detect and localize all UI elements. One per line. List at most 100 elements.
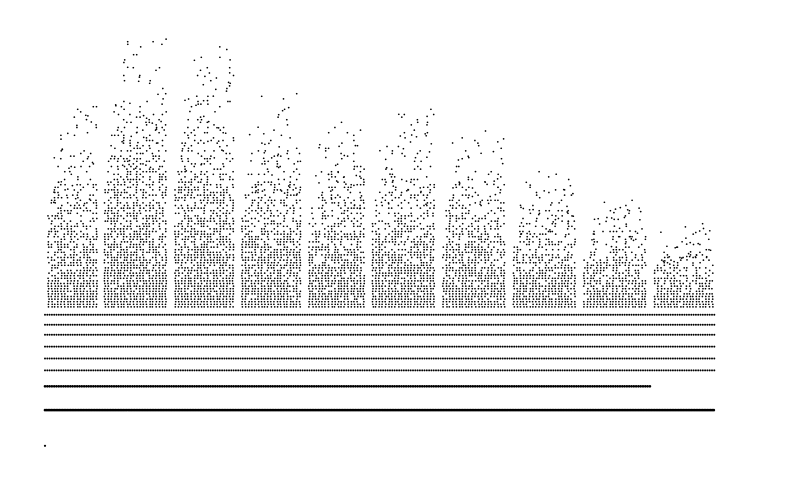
scatter-point xyxy=(96,303,98,305)
scatter-point xyxy=(196,95,198,97)
scatter-point xyxy=(51,283,53,285)
scatter-point xyxy=(137,293,139,295)
scatter-point xyxy=(207,293,209,295)
scatter-point xyxy=(56,334,58,336)
scatter-point xyxy=(90,179,92,181)
scatter-point xyxy=(120,346,122,348)
scatter-point xyxy=(54,228,56,230)
scatter-point xyxy=(60,334,62,336)
scatter-point xyxy=(702,324,704,326)
scatter-point xyxy=(407,314,409,316)
scatter-point xyxy=(313,358,315,360)
scatter-point xyxy=(322,358,324,360)
scatter-point xyxy=(127,275,129,277)
scatter-point xyxy=(230,324,232,326)
scatter-point xyxy=(141,358,143,360)
scatter-point xyxy=(223,220,225,222)
scatter-point xyxy=(87,236,89,238)
scatter-point xyxy=(674,314,676,316)
scatter-point xyxy=(187,298,189,300)
scatter-point xyxy=(566,385,569,388)
scatter-point xyxy=(706,346,708,348)
scatter-point xyxy=(322,324,324,326)
scatter-point xyxy=(348,314,350,316)
scatter-point xyxy=(444,334,446,336)
scatter-point xyxy=(271,385,274,388)
scatter-point xyxy=(86,296,88,298)
scatter-point xyxy=(479,369,481,371)
scatter-point xyxy=(235,334,237,336)
scatter-point xyxy=(216,127,218,129)
scatter-point xyxy=(76,254,78,256)
scatter-point xyxy=(222,140,224,142)
scatter-point xyxy=(511,324,513,326)
scatter-point xyxy=(437,334,439,336)
scatter-point xyxy=(527,334,529,336)
scatter-point xyxy=(174,189,176,191)
scatter-point xyxy=(159,314,161,316)
scatter-point xyxy=(64,385,67,388)
scatter-point xyxy=(171,358,173,360)
scatter-point xyxy=(93,202,95,204)
scatter-point xyxy=(405,314,407,316)
scatter-point xyxy=(77,275,79,277)
scatter-point xyxy=(120,314,122,316)
scatter-point xyxy=(315,346,317,348)
scatter-point xyxy=(276,324,278,326)
scatter-point xyxy=(120,290,122,292)
scatter-point xyxy=(51,199,53,201)
scatter-point xyxy=(133,262,135,264)
scatter-point xyxy=(75,198,77,200)
scatter-point xyxy=(315,334,317,336)
scatter-point xyxy=(294,385,297,388)
scatter-point xyxy=(130,277,132,279)
scatter-point xyxy=(120,334,122,336)
scatter-point xyxy=(187,288,189,290)
scatter-point xyxy=(54,277,56,279)
scatter-point xyxy=(292,385,295,388)
scatter-point xyxy=(63,301,65,303)
scatter-point xyxy=(60,303,62,305)
scatter-point xyxy=(142,290,144,292)
scatter-point xyxy=(64,189,66,191)
scatter-point xyxy=(136,202,138,204)
scatter-point xyxy=(241,296,243,298)
scatter-point xyxy=(44,385,47,388)
scatter-point xyxy=(111,267,113,269)
scatter-point xyxy=(481,346,483,348)
scatter-point xyxy=(155,171,157,173)
scatter-point xyxy=(267,283,269,285)
scatter-point xyxy=(474,385,477,388)
scatter-point xyxy=(203,296,205,298)
scatter-point xyxy=(267,306,269,308)
scatter-point xyxy=(145,369,147,371)
scatter-point xyxy=(123,119,125,121)
scatter-point xyxy=(377,385,380,388)
scatter-point xyxy=(111,259,113,261)
scatter-point xyxy=(237,314,239,316)
scatter-point xyxy=(276,346,278,348)
scatter-point xyxy=(61,228,63,230)
scatter-point xyxy=(460,324,462,326)
scatter-point xyxy=(267,358,269,360)
scatter-point xyxy=(156,212,158,214)
scatter-point xyxy=(148,218,150,220)
scatter-point xyxy=(272,334,274,336)
scatter-point xyxy=(88,346,90,348)
scatter-point xyxy=(216,293,218,295)
scatter-point xyxy=(77,108,79,110)
scatter-point xyxy=(133,385,136,388)
scatter-point xyxy=(145,280,147,282)
scatter-point xyxy=(89,210,91,212)
scatter-point xyxy=(200,346,202,348)
scatter-point xyxy=(610,369,612,371)
scatter-point xyxy=(197,142,199,144)
scatter-point xyxy=(78,204,80,206)
scatter-point xyxy=(261,267,263,269)
scatter-point xyxy=(157,358,159,360)
scatter-point xyxy=(229,264,231,266)
scatter-point xyxy=(490,385,493,388)
scatter-point xyxy=(398,314,400,316)
scatter-point xyxy=(214,111,216,113)
scatter-point xyxy=(295,314,297,316)
